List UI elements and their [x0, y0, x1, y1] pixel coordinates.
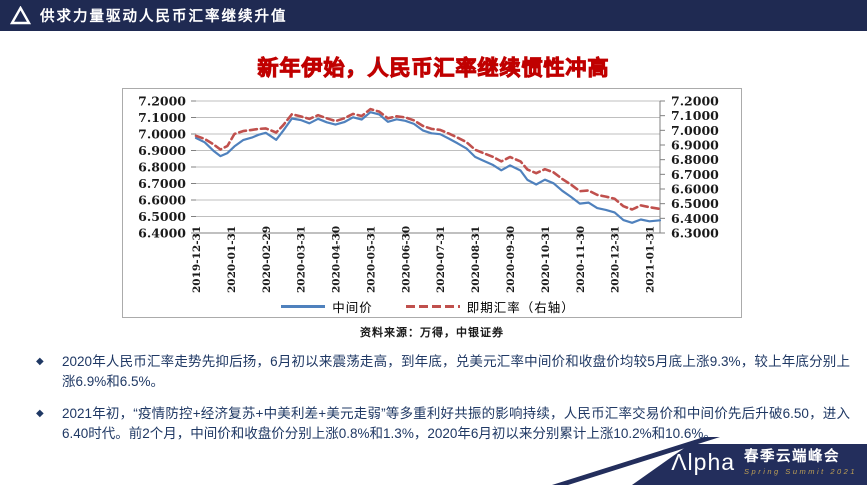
svg-text:6.6000: 6.6000 [138, 193, 186, 208]
svg-text:2020-10-31: 2020-10-31 [540, 226, 552, 293]
svg-text:6.5000: 6.5000 [671, 196, 719, 211]
svg-text:2020-05-31: 2020-05-31 [365, 226, 377, 293]
legend-label-spot: 即期汇率（右轴） [466, 300, 575, 315]
legend-line-dashed [405, 304, 460, 308]
header-title: 供求力量驱动人民币汇率继续升值 [40, 9, 288, 25]
legend-line-solid [281, 304, 326, 308]
svg-text:7.0000: 7.0000 [138, 127, 186, 142]
svg-text:2020-02-29: 2020-02-29 [261, 226, 273, 293]
svg-text:2020-11-30: 2020-11-30 [575, 226, 587, 293]
diamond-bullet-icon: ◆ [36, 356, 44, 367]
bullet-item: ◆ 2020年人民币汇率走势先抑后扬，6月初以来震荡走高，到年底，兑美元汇率中间… [28, 352, 850, 391]
svg-text:2020-01-31: 2020-01-31 [226, 226, 238, 293]
svg-text:6.9000: 6.9000 [138, 143, 186, 158]
svg-text:6.3000: 6.3000 [671, 226, 719, 241]
svg-text:6.9000: 6.9000 [671, 138, 719, 153]
svg-text:2021-01-31: 2021-01-31 [645, 226, 657, 293]
svg-text:2020-09-30: 2020-09-30 [505, 226, 517, 293]
chart-legend: 中间价 即期汇率（右轴） [123, 297, 733, 315]
bullet-item: ◆ 2021年初，“疫情防控+经济复苏+中美利差+美元走弱”等多重利好共振的影响… [28, 404, 850, 443]
svg-text:6.7000: 6.7000 [671, 167, 719, 182]
event-logo: Λlpha 春季云端峰会 Spring Summit 2021 [671, 449, 857, 476]
bullet-list: ◆ 2020年人民币汇率走势先抑后扬，6月初以来震荡走高，到年底，兑美元汇率中间… [28, 352, 850, 456]
svg-text:6.7000: 6.7000 [138, 176, 186, 191]
event-name-cn: 春季云端峰会 [744, 449, 841, 465]
source-note: 资料来源：万得，中银证券 [360, 327, 504, 339]
exchange-rate-chart: 7.2000 7.1000 7.0000 6.9000 6.8000 6.7000 6.60… [122, 88, 742, 318]
svg-text:2020-04-30: 2020-04-30 [331, 226, 343, 293]
event-name-en: Spring Summit 2021 [744, 466, 857, 476]
alpha-logo: Λlpha [671, 448, 736, 475]
page-title: 新年伊始，人民币汇率继续惯性冲高 [257, 57, 610, 81]
svg-text:2019-12-31: 2019-12-31 [191, 226, 203, 293]
svg-text:6.4000: 6.4000 [138, 226, 186, 241]
alpha-triangle-icon [10, 6, 31, 25]
svg-text:6.8000: 6.8000 [671, 152, 719, 167]
svg-text:2020-03-31: 2020-03-31 [296, 226, 308, 293]
event-name: 春季云端峰会 Spring Summit 2021 [744, 449, 857, 476]
legend-label-midprice: 中间价 [332, 300, 373, 315]
svg-text:2020-06-30: 2020-06-30 [400, 226, 412, 293]
svg-text:6.5000: 6.5000 [138, 209, 186, 224]
svg-text:6.4000: 6.4000 [671, 211, 719, 226]
bullet-text: 2020年人民币汇率走势先抑后扬，6月初以来震荡走高，到年底，兑美元汇率中间价和… [62, 354, 850, 389]
header-bar: 供求力量驱动人民币汇率继续升值 [0, 0, 867, 31]
svg-text:6.6000: 6.6000 [671, 182, 719, 197]
diamond-bullet-icon: ◆ [36, 408, 44, 420]
svg-text:2020-12-31: 2020-12-31 [610, 226, 622, 293]
chart-plot-area: 7.20007.10007.00006.90006.80006.70006.60… [138, 94, 719, 294]
svg-text:7.0000: 7.0000 [671, 123, 719, 138]
svg-text:2020-07-31: 2020-07-31 [435, 226, 447, 293]
svg-text:6.8000: 6.8000 [138, 160, 186, 175]
svg-text:7.2000: 7.2000 [671, 94, 719, 109]
svg-text:7.1000: 7.1000 [138, 110, 186, 125]
bullet-text: 2021年初，“疫情防控+经济复苏+中美利差+美元走弱”等多重利好共振的影响持续… [62, 406, 850, 441]
svg-text:7.1000: 7.1000 [671, 108, 719, 123]
svg-text:7.2000: 7.2000 [138, 94, 186, 109]
svg-text:2020-08-31: 2020-08-31 [470, 226, 482, 293]
